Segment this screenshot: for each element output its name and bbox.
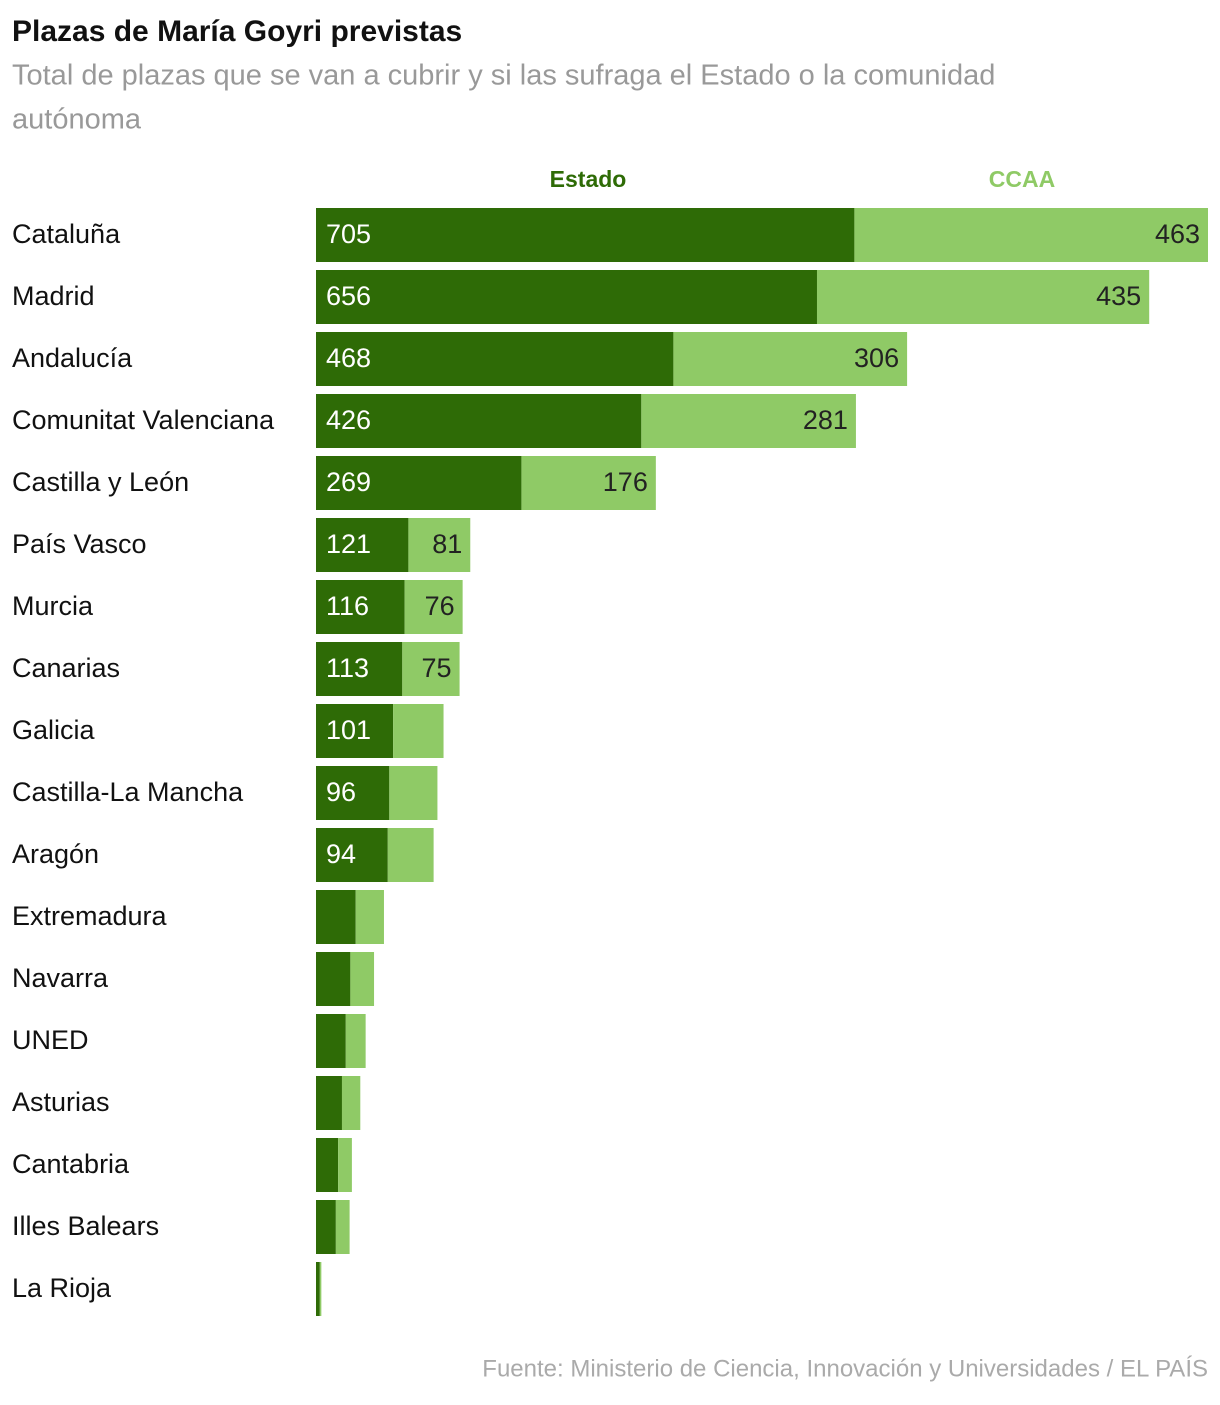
category-label: Illes Balears	[12, 1211, 159, 1241]
bar-segment	[355, 890, 384, 944]
category-label: Asturias	[12, 1087, 110, 1117]
category-label: Comunitat Valenciana	[12, 405, 275, 435]
category-label: País Vasco	[12, 529, 147, 559]
bar-segment	[816, 270, 1150, 324]
category-label: Madrid	[12, 281, 95, 311]
category-label: Castilla y León	[12, 467, 189, 497]
value-label: 81	[432, 529, 462, 559]
value-label: 656	[326, 281, 371, 311]
chart-subtitle: Total de plazas que se van a cubrir y si…	[12, 60, 995, 92]
bar-segment	[389, 766, 438, 820]
value-label: 121	[326, 529, 371, 559]
value-label: 468	[326, 343, 371, 373]
category-label: Cantabria	[12, 1149, 130, 1179]
value-label: 76	[425, 591, 455, 621]
bar-segment	[408, 518, 471, 572]
category-label: Castilla-La Mancha	[12, 777, 244, 807]
category-label: Aragón	[12, 839, 99, 869]
bar-segment	[316, 270, 817, 324]
value-label: 116	[326, 591, 369, 621]
bar-segment	[521, 456, 656, 510]
bar-segment	[641, 394, 856, 448]
bar-segment	[404, 580, 463, 634]
bar-segment	[316, 1262, 320, 1316]
bar-segment	[316, 766, 390, 820]
bar-segment	[350, 952, 375, 1006]
bar-segment	[316, 1076, 342, 1130]
category-label: Cataluña	[12, 219, 121, 249]
value-label: 426	[326, 405, 371, 435]
chart-subtitle: autónoma	[12, 104, 142, 136]
value-label: 113	[326, 653, 369, 683]
bar-segment	[316, 828, 388, 882]
value-label: 463	[1155, 219, 1200, 249]
legend-label: CCAA	[989, 166, 1055, 192]
bar-segment	[335, 1200, 350, 1254]
bar-segment	[854, 208, 1208, 262]
bar-segment	[316, 456, 522, 510]
category-label: La Rioja	[12, 1273, 112, 1303]
value-label: 269	[326, 467, 371, 497]
bar-segment	[316, 1138, 339, 1192]
value-label: 176	[603, 467, 648, 497]
bar-segment	[316, 890, 356, 944]
bar-segment	[316, 518, 409, 572]
bar-segment	[316, 208, 855, 262]
value-label: 94	[326, 839, 356, 869]
category-label: Murcia	[12, 591, 94, 621]
category-label: Galicia	[12, 715, 96, 745]
bar-segment	[316, 952, 351, 1006]
value-label: 281	[803, 405, 848, 435]
bar-segment	[316, 332, 674, 386]
category-label: Navarra	[12, 963, 109, 993]
bar-segment	[316, 1014, 346, 1068]
value-label: 705	[326, 219, 371, 249]
category-label: Extremadura	[12, 901, 168, 931]
value-label: 75	[422, 653, 452, 683]
legend-label: Estado	[550, 166, 627, 192]
chart-title: Plazas de María Goyri previstas	[12, 15, 462, 48]
bar-segment	[319, 1262, 322, 1316]
category-label: Andalucía	[12, 343, 133, 373]
bar-segment	[345, 1014, 366, 1068]
value-label: 435	[1096, 281, 1141, 311]
bar-segment	[387, 828, 434, 882]
value-label: 306	[854, 343, 899, 373]
bar-segment	[316, 580, 405, 634]
bar-segment	[341, 1076, 361, 1130]
bar-segment	[402, 642, 460, 696]
value-label: 101	[326, 715, 371, 745]
source: Fuente: Ministerio de Ciencia, Innovació…	[482, 1355, 1208, 1382]
bar-segment	[316, 704, 394, 758]
category-label: UNED	[12, 1025, 89, 1055]
bar-segment	[673, 332, 908, 386]
bar-segment	[338, 1138, 352, 1192]
bar-segment	[316, 1200, 336, 1254]
category-label: Canarias	[12, 653, 120, 683]
value-label: 96	[326, 777, 356, 807]
bar-segment	[393, 704, 444, 758]
bar-segment	[316, 394, 642, 448]
bar-segment	[316, 642, 403, 696]
